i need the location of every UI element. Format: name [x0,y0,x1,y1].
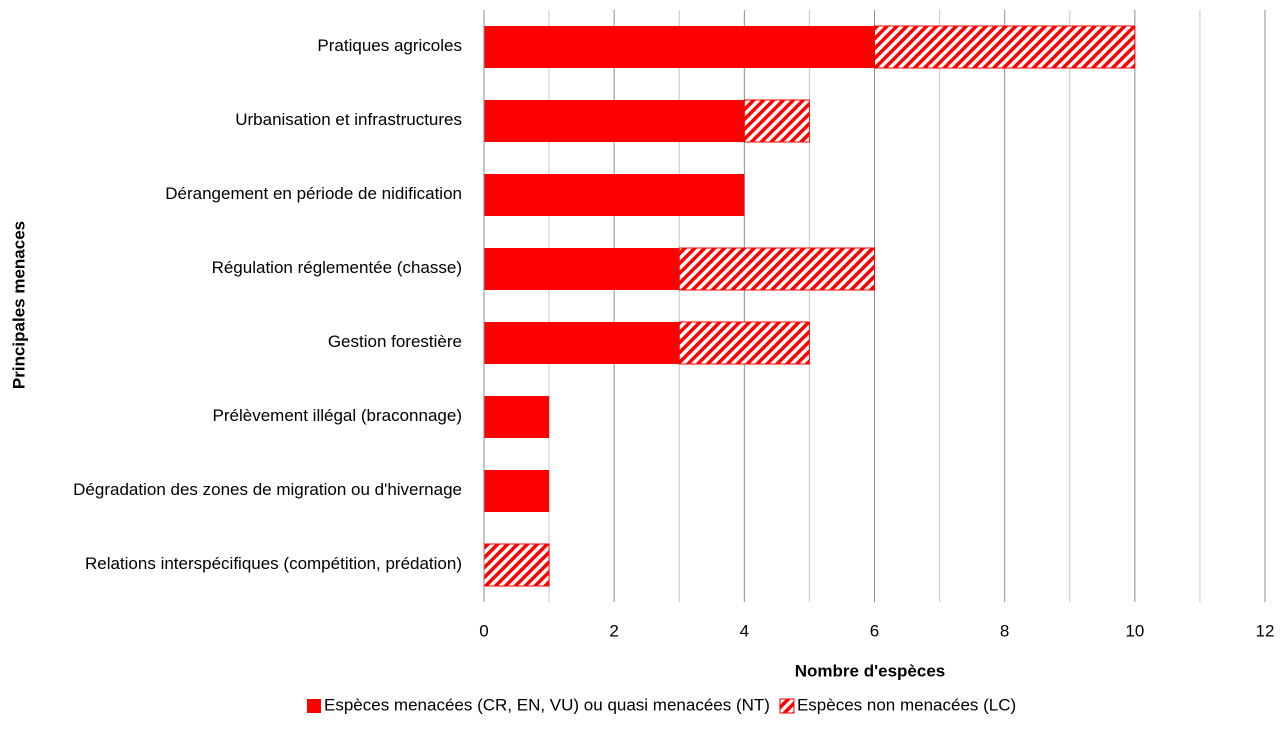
legend-swatch [779,698,795,714]
x-tick-label: 0 [479,621,488,640]
y-tick-label: Relations interspécifiques (compétition,… [85,554,462,573]
bar [483,543,550,587]
bar [484,470,550,512]
bar [678,247,875,291]
y-tick-label: Dégradation des zones de migration ou d'… [73,480,462,499]
y-tick-label: Pratiques agricoles [317,36,462,55]
bar [484,26,875,68]
x-axis-title: Nombre d'espèces [795,661,946,680]
x-tick-label: 12 [1256,621,1275,640]
y-tick-label: Prélèvement illégal (braconnage) [213,406,462,425]
bar [484,100,745,142]
bar [743,99,810,143]
y-tick-label: Urbanisation et infrastructures [235,110,462,129]
x-tick-label: 8 [1000,621,1009,640]
bar [678,321,810,365]
y-axis-title: Principales menaces [9,221,28,389]
legend-label: Espèces menacées (CR, EN, VU) ou quasi m… [324,695,770,714]
bar [484,396,550,438]
x-tick-label: 6 [870,621,879,640]
legend-swatch [307,699,321,713]
legend-label: Espèces non menacées (LC) [797,695,1016,714]
bar [484,322,680,364]
x-tick-label: 10 [1125,621,1144,640]
x-tick-label: 2 [609,621,618,640]
y-tick-label: Dérangement en période de nidification [165,184,462,203]
y-tick-label: Gestion forestière [328,332,462,351]
y-tick-label: Régulation réglementée (chasse) [212,258,462,277]
bar [484,248,680,290]
bar [484,174,745,216]
bar [874,25,1136,69]
x-tick-label: 4 [740,621,749,640]
